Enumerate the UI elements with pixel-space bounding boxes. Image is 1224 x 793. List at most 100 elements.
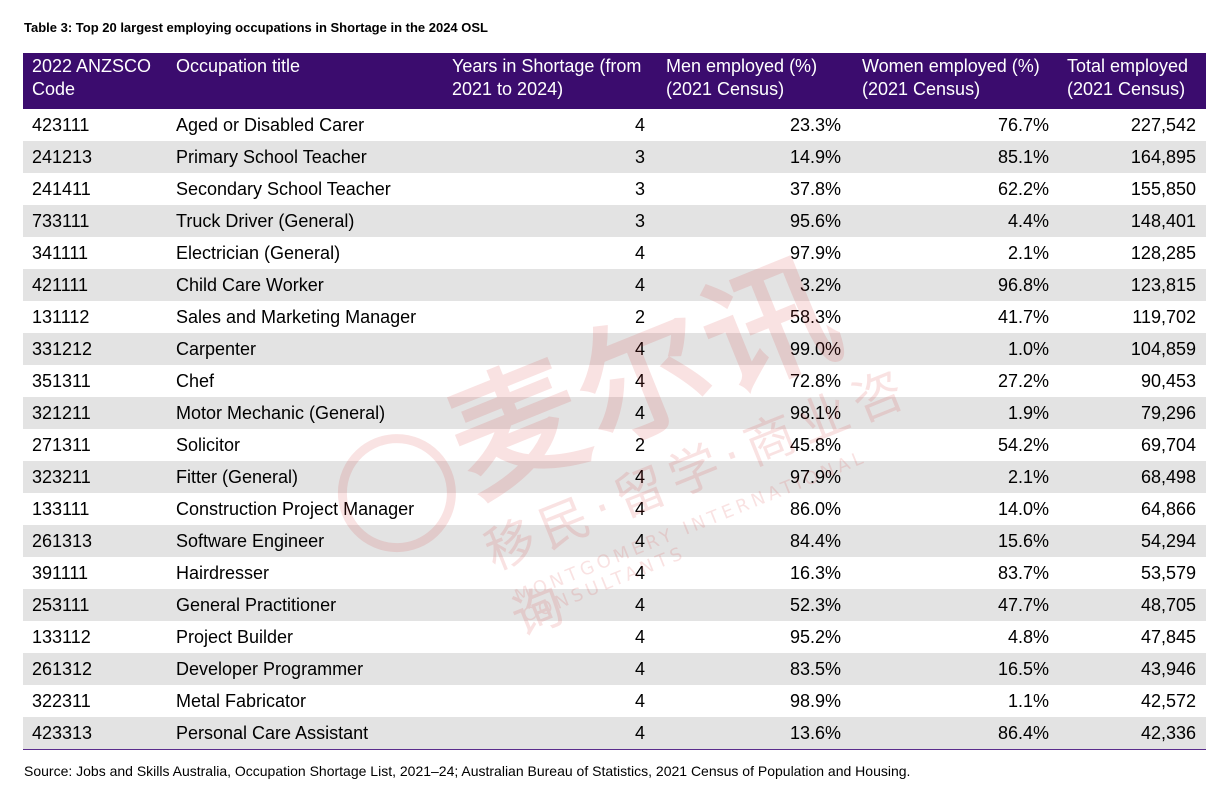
women-employed-cell: 86.4% (849, 717, 1057, 750)
men-employed-cell: 98.9% (789, 690, 841, 711)
men-employed-cell: 16.3% (789, 562, 841, 583)
total-employed-cell: 64,866 (1140, 498, 1196, 519)
total-employed-cell: 123,815 (1130, 274, 1196, 295)
table-row: 133112 Project Builder 4 95.2% 4.8% 47,845 (23, 621, 1206, 653)
source-note: Source: Jobs and Skills Australia, Occup… (24, 763, 911, 779)
women-employed-cell: 2.1% (1007, 466, 1049, 487)
total-employed-cell: 227,542 (1130, 114, 1196, 135)
anzsco-code-cell: 351311 (32, 370, 91, 391)
table-row: 421111 Child Care Worker 4 3.2% 96.8% 123,815 (23, 269, 1206, 301)
women-employed-cell: 1.9% (1007, 402, 1049, 423)
total-employed-cell: 42,572 (1140, 690, 1196, 711)
women-employed-cell: 1.0% (1007, 338, 1049, 359)
women-employed-cell: 54.2% (997, 434, 1049, 455)
women-employed-cell: 4.8% (1007, 626, 1049, 647)
header-total: Total employed (2021 Census) (1067, 56, 1189, 99)
table-row: 261313 Software Engineer 4 84.4% 15.6% 54,294 (23, 525, 1206, 557)
anzsco-code-cell: 133112 (32, 626, 91, 647)
occupation-title-cell: Secondary School Teacher (176, 178, 391, 199)
anzsco-code-cell: 261312 (32, 658, 93, 679)
women-employed-cell: 83.7% (997, 562, 1049, 583)
men-employed-cell: 13.6% (653, 717, 849, 750)
occupation-title-cell: General Practitioner (176, 594, 337, 615)
table-row: 322311 Metal Fabricator 4 98.9% 1.1% 42,572 (23, 685, 1206, 717)
table-row: 323211 Fitter (General) 4 97.9% 2.1% 68,498 (23, 461, 1206, 493)
years-in-shortage-cell: 4 (634, 466, 645, 487)
occupation-title-cell: Electrician (General) (176, 242, 341, 263)
years-in-shortage-cell: 4 (634, 562, 645, 583)
years-in-shortage-cell: 2 (634, 434, 645, 455)
women-employed-cell: 27.2% (997, 370, 1049, 391)
anzsco-code-cell: 423111 (32, 114, 90, 135)
anzsco-code-cell: 421111 (32, 274, 89, 295)
table-row: 423111 Aged or Disabled Carer 4 23.3% 76.7% 2… (23, 109, 1206, 141)
years-in-shortage-cell: 4 (634, 498, 645, 519)
table-header-row: 2022 ANZSCO Code Occupation title Years … (23, 53, 1206, 109)
women-employed-cell: 62.2% (997, 178, 1049, 199)
men-employed-cell: 58.3% (789, 306, 841, 327)
table-row: 391111 Hairdresser 4 16.3% 83.7% 53,579 (23, 557, 1206, 589)
men-employed-cell: 3.2% (799, 274, 841, 295)
anzsco-code-cell: 331212 (32, 338, 93, 359)
occupation-title-cell: Hairdresser (176, 562, 270, 583)
men-employed-cell: 14.9% (789, 146, 841, 167)
years-in-shortage-cell: 4 (634, 626, 645, 647)
anzsco-code-cell: 131112 (32, 306, 90, 327)
men-employed-cell: 45.8% (789, 434, 841, 455)
total-employed-cell: 90,453 (1140, 370, 1196, 391)
anzsco-code-cell: 341111 (32, 242, 89, 263)
total-employed-cell: 119,702 (1132, 306, 1196, 327)
occupation-title-cell: Primary School Teacher (176, 146, 367, 167)
years-in-shortage-cell: 4 (634, 370, 645, 391)
header-women: Women employed (%) (2021 Census) (862, 56, 1040, 99)
total-employed-cell: 79,296 (1140, 402, 1196, 423)
years-in-shortage-cell: 4 (634, 242, 645, 263)
table-row: 331212 Carpenter 4 99.0% 1.0% 104,859 (23, 333, 1206, 365)
men-employed-cell: 23.3% (789, 114, 841, 135)
total-employed-cell: 148,401 (1130, 210, 1196, 231)
total-employed-cell: 164,895 (1130, 146, 1196, 167)
men-employed-cell: 97.9% (789, 466, 841, 487)
occupation-title-cell: Software Engineer (176, 530, 325, 551)
occupation-title-cell: Chef (176, 370, 215, 391)
years-in-shortage-cell: 3 (634, 210, 645, 231)
header-years: Years in Shortage (from 2021 to 2024) (452, 56, 642, 99)
total-employed-cell: 54,294 (1140, 530, 1196, 551)
women-employed-cell: 47.7% (997, 594, 1049, 615)
total-employed-cell: 128,285 (1130, 242, 1196, 263)
occupation-title-cell: Motor Mechanic (General) (176, 402, 386, 423)
anzsco-code-cell: 423313 (23, 717, 167, 750)
table-row: 131112 Sales and Marketing Manager 2 58.3% 4… (23, 301, 1206, 333)
years-in-shortage-cell: 4 (634, 402, 645, 423)
occupation-title-cell: Personal Care Assistant (167, 717, 443, 750)
anzsco-code-cell: 241411 (32, 178, 91, 199)
women-employed-cell: 96.8% (997, 274, 1049, 295)
occupation-title-cell: Project Builder (176, 626, 294, 647)
total-employed-cell: 43,946 (1140, 658, 1196, 679)
years-in-shortage-cell: 4 (634, 594, 645, 615)
years-in-shortage-cell: 3 (634, 146, 645, 167)
men-employed-cell: 95.6% (789, 210, 841, 231)
men-employed-cell: 98.1% (789, 402, 841, 423)
header-title: Occupation title (176, 56, 301, 76)
anzsco-code-cell: 133111 (32, 498, 90, 519)
table-row: 351311 Chef 4 72.8% 27.2% 90,453 (23, 365, 1206, 397)
years-in-shortage-cell: 4 (634, 690, 645, 711)
anzsco-code-cell: 241213 (32, 146, 93, 167)
men-employed-cell: 95.2% (789, 626, 841, 647)
anzsco-code-cell: 323211 (32, 466, 91, 487)
occupations-table: 2022 ANZSCO Code Occupation title Years … (23, 53, 1206, 750)
occupation-title-cell: Solicitor (176, 434, 241, 455)
men-employed-cell: 72.8% (789, 370, 841, 391)
occupation-title-cell: Truck Driver (General) (176, 210, 355, 231)
women-employed-cell: 2.1% (1007, 242, 1049, 263)
years-in-shortage-cell: 4 (634, 114, 645, 135)
total-employed-cell: 69,704 (1140, 434, 1196, 455)
table-row: 133111 Construction Project Manager 4 86.0%… (23, 493, 1206, 525)
total-employed-cell: 68,498 (1140, 466, 1196, 487)
total-employed-cell: 155,850 (1130, 178, 1196, 199)
anzsco-code-cell: 322311 (32, 690, 91, 711)
occupation-title-cell: Sales and Marketing Manager (176, 306, 417, 327)
occupation-title-cell: Aged or Disabled Carer (176, 114, 365, 135)
occupation-title-cell: Construction Project Manager (176, 498, 415, 519)
